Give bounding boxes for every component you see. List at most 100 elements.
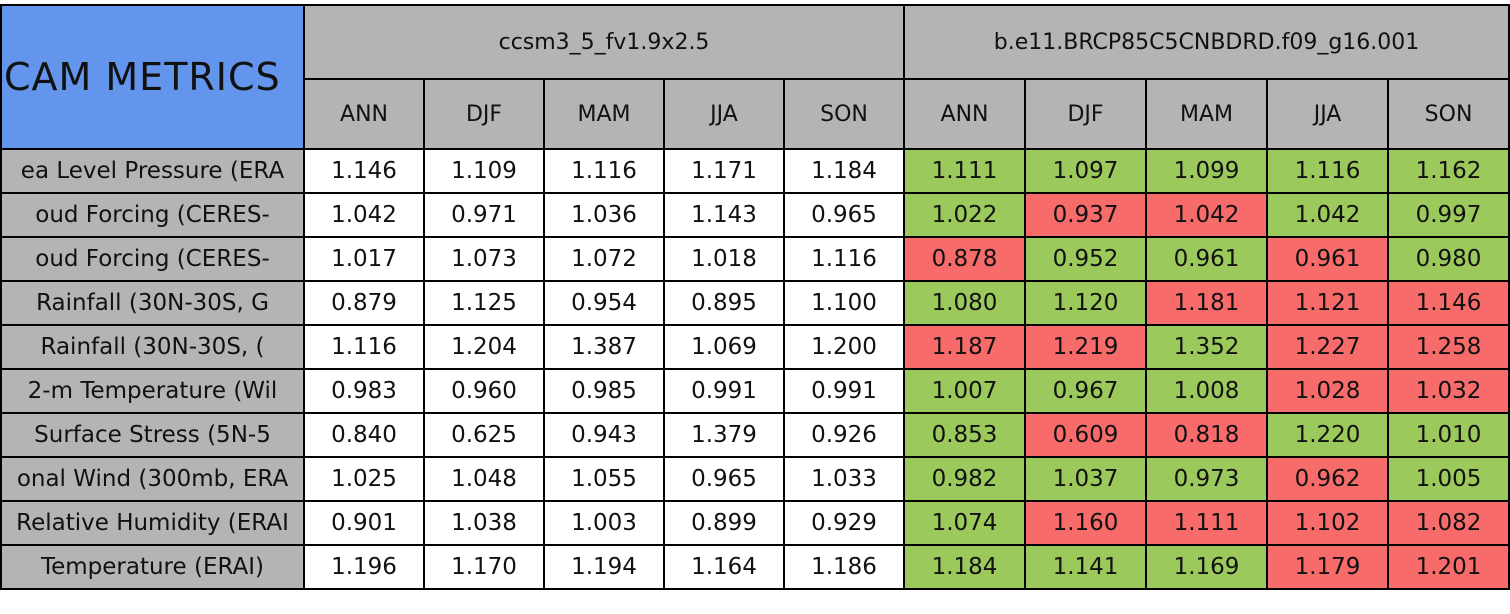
metric-row: Relative Humidity (ERAI 0.901 1.038 1.003 0.… xyxy=(0,500,1510,546)
value-cell: 1.097 xyxy=(1024,148,1148,194)
metric-label: oud Forcing (CERES- xyxy=(0,192,305,238)
value-cell: 1.227 xyxy=(1266,324,1390,370)
value-cell: 1.120 xyxy=(1024,280,1148,326)
value-cell: 1.379 xyxy=(663,412,785,458)
season-header: JJA xyxy=(1266,78,1390,150)
value-cell: 1.069 xyxy=(663,324,785,370)
value-cell: 0.965 xyxy=(663,456,785,502)
metric-label: onal Wind (300mb, ERA xyxy=(0,456,305,502)
value-cell: 1.181 xyxy=(1145,280,1269,326)
value-cell: 1.100 xyxy=(782,280,906,326)
value-cell: 1.082 xyxy=(1387,500,1510,546)
value-cell: 0.971 xyxy=(423,192,545,238)
metric-label: Temperature (ERAI) xyxy=(0,544,305,590)
value-cell: 1.179 xyxy=(1266,544,1390,590)
value-cell: 0.960 xyxy=(423,368,545,414)
value-cell: 1.116 xyxy=(782,236,906,282)
metric-label: ea Level Pressure (ERA xyxy=(0,148,305,194)
value-cell: 0.982 xyxy=(903,456,1027,502)
value-cell: 0.895 xyxy=(663,280,785,326)
value-cell: 0.965 xyxy=(782,192,906,238)
value-cell: 0.997 xyxy=(1387,192,1510,238)
value-cell: 0.840 xyxy=(303,412,425,458)
metric-row: ea Level Pressure (ERA 1.146 1.109 1.116 1.1… xyxy=(0,148,1510,194)
season-header: SON xyxy=(1387,78,1510,150)
value-cell: 1.220 xyxy=(1266,412,1390,458)
value-cell: 1.072 xyxy=(543,236,665,282)
value-cell: 1.032 xyxy=(1387,368,1510,414)
season-header: JJA xyxy=(663,78,785,150)
value-cell: 1.121 xyxy=(1266,280,1390,326)
value-cell: 1.116 xyxy=(303,324,425,370)
value-cell: 1.111 xyxy=(903,148,1027,194)
value-cell: 0.961 xyxy=(1145,236,1269,282)
value-cell: 0.879 xyxy=(303,280,425,326)
value-cell: 1.146 xyxy=(303,148,425,194)
value-cell: 1.025 xyxy=(303,456,425,502)
metric-row: 2-m Temperature (Wil 0.983 0.960 0.985 0.991… xyxy=(0,368,1510,414)
value-cell: 0.983 xyxy=(303,368,425,414)
value-cell: 1.073 xyxy=(423,236,545,282)
table-title: CAM METRICS xyxy=(0,4,305,150)
value-cell: 1.116 xyxy=(1266,148,1390,194)
value-cell: 1.170 xyxy=(423,544,545,590)
metric-row: Rainfall (30N-30S, (1.116 1.204 1.387 1.069… xyxy=(0,324,1510,370)
model-header: b.e11.BRCP85C5CNBDRD.f09_g16.001 xyxy=(903,4,1510,80)
value-cell: 1.186 xyxy=(782,544,906,590)
value-cell: 1.102 xyxy=(1266,500,1390,546)
metric-row: Rainfall (30N-30S, G 0.879 1.125 0.954 0.895… xyxy=(0,280,1510,326)
metric-label: oud Forcing (CERES- xyxy=(0,236,305,282)
value-cell: 1.141 xyxy=(1024,544,1148,590)
value-cell: 1.258 xyxy=(1387,324,1510,370)
metrics-table: CAM METRICS ccsm3_5_fv1.9x2.5 b.e11.BRCP… xyxy=(0,4,1510,590)
value-cell: 1.042 xyxy=(1266,192,1390,238)
metric-label: Surface Stress (5N-5 xyxy=(0,412,305,458)
value-cell: 0.943 xyxy=(543,412,665,458)
value-cell: 0.973 xyxy=(1145,456,1269,502)
value-cell: 1.204 xyxy=(423,324,545,370)
value-cell: 1.162 xyxy=(1387,148,1510,194)
season-header: DJF xyxy=(423,78,545,150)
value-cell: 0.853 xyxy=(903,412,1027,458)
season-header: DJF xyxy=(1024,78,1148,150)
metric-label: Rainfall (30N-30S, ( xyxy=(0,324,305,370)
value-cell: 1.042 xyxy=(1145,192,1269,238)
value-cell: 1.017 xyxy=(303,236,425,282)
value-cell: 0.962 xyxy=(1266,456,1390,502)
season-header: SON xyxy=(782,78,906,150)
season-row: ANN DJF MAM JJA SON ANN DJF MAM JJA SON xyxy=(1,78,1510,150)
value-cell: 1.033 xyxy=(782,456,906,502)
value-cell: 1.200 xyxy=(782,324,906,370)
value-cell: 0.901 xyxy=(303,500,425,546)
value-cell: 1.125 xyxy=(423,280,545,326)
value-cell: 1.038 xyxy=(423,500,545,546)
value-cell: 1.042 xyxy=(303,192,425,238)
season-header: MAM xyxy=(1145,78,1269,150)
value-cell: 0.878 xyxy=(903,236,1027,282)
value-cell: 1.111 xyxy=(1145,500,1269,546)
value-cell: 1.184 xyxy=(782,148,906,194)
season-header: ANN xyxy=(903,78,1027,150)
value-cell: 0.926 xyxy=(782,412,906,458)
value-cell: 0.625 xyxy=(423,412,545,458)
season-header: MAM xyxy=(543,78,665,150)
value-cell: 0.929 xyxy=(782,500,906,546)
value-cell: 0.985 xyxy=(543,368,665,414)
value-cell: 1.201 xyxy=(1387,544,1510,590)
value-cell: 1.074 xyxy=(903,500,1027,546)
value-cell: 1.164 xyxy=(663,544,785,590)
value-cell: 1.184 xyxy=(903,544,1027,590)
value-cell: 1.007 xyxy=(903,368,1027,414)
value-cell: 1.028 xyxy=(1266,368,1390,414)
value-cell: 1.055 xyxy=(543,456,665,502)
value-cell: 1.160 xyxy=(1024,500,1148,546)
metric-row: Surface Stress (5N-5 0.840 0.625 0.943 1.379… xyxy=(0,412,1510,458)
value-cell: 1.219 xyxy=(1024,324,1148,370)
value-cell: 1.099 xyxy=(1145,148,1269,194)
value-cell: 1.387 xyxy=(543,324,665,370)
value-cell: 1.116 xyxy=(543,148,665,194)
value-cell: 1.143 xyxy=(663,192,785,238)
value-cell: 0.954 xyxy=(543,280,665,326)
value-cell: 0.991 xyxy=(782,368,906,414)
value-cell: 0.937 xyxy=(1024,192,1148,238)
